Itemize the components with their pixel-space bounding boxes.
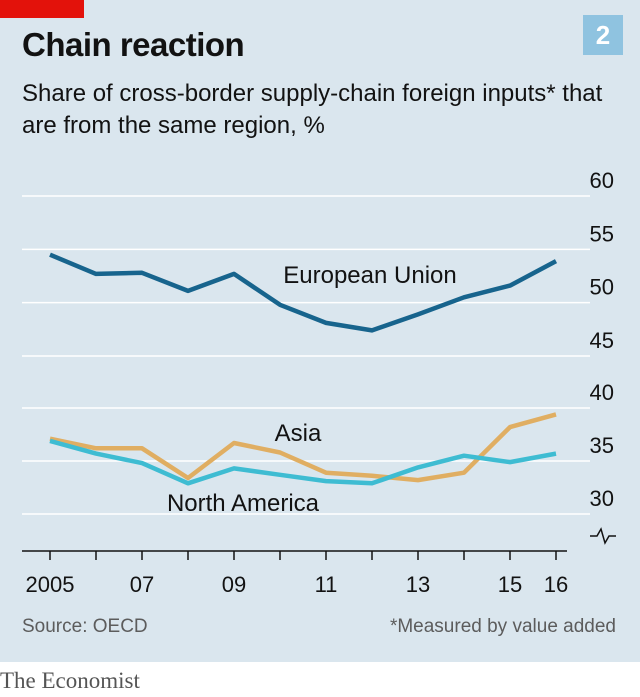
series-line-north-america bbox=[49, 438, 557, 486]
y-tick-label: 40 bbox=[590, 380, 614, 405]
x-tick-label: 2005 bbox=[26, 572, 75, 597]
series-line-european-union bbox=[49, 252, 558, 333]
y-tick-label: 50 bbox=[590, 275, 614, 300]
y-tick-label: 45 bbox=[590, 328, 614, 353]
y-tick-label: 35 bbox=[590, 433, 614, 458]
series-label: European Union bbox=[283, 262, 456, 289]
x-tick-label: 11 bbox=[315, 572, 338, 597]
series-line-asia bbox=[49, 412, 557, 483]
line-chart: 60 55 50 45 40 35 30 2005 07 09 11 13 15 16 European U… bbox=[22, 168, 616, 597]
y-tick-label: 30 bbox=[590, 486, 614, 511]
x-tick-label: 09 bbox=[222, 572, 246, 597]
footnote: *Measured by value added bbox=[389, 616, 616, 637]
chart-subtitle: Share of cross-border supply-chain forei… bbox=[22, 80, 603, 139]
publisher-brand: The Economist bbox=[0, 668, 140, 693]
x-tick-label: 16 bbox=[544, 572, 568, 597]
axes bbox=[22, 527, 616, 560]
y-tick-label: 55 bbox=[590, 221, 614, 246]
x-tick-label: 13 bbox=[406, 572, 430, 597]
axis-break-icon bbox=[590, 527, 616, 545]
y-tick-label: 60 bbox=[590, 168, 614, 193]
x-tick-label: 15 bbox=[498, 572, 522, 597]
labels: 60 55 50 45 40 35 30 2005 07 09 11 13 15 16 European U… bbox=[26, 168, 614, 597]
x-tick-label: 07 bbox=[130, 572, 154, 597]
red-tag bbox=[0, 0, 84, 18]
chart-number-badge: 2 bbox=[583, 15, 623, 55]
chart-title: Chain reaction bbox=[22, 26, 245, 63]
source-note: Source: OECD bbox=[22, 616, 148, 637]
series-label: North America bbox=[167, 490, 320, 517]
series-label: Asia bbox=[275, 420, 322, 447]
series-lines bbox=[49, 252, 558, 486]
